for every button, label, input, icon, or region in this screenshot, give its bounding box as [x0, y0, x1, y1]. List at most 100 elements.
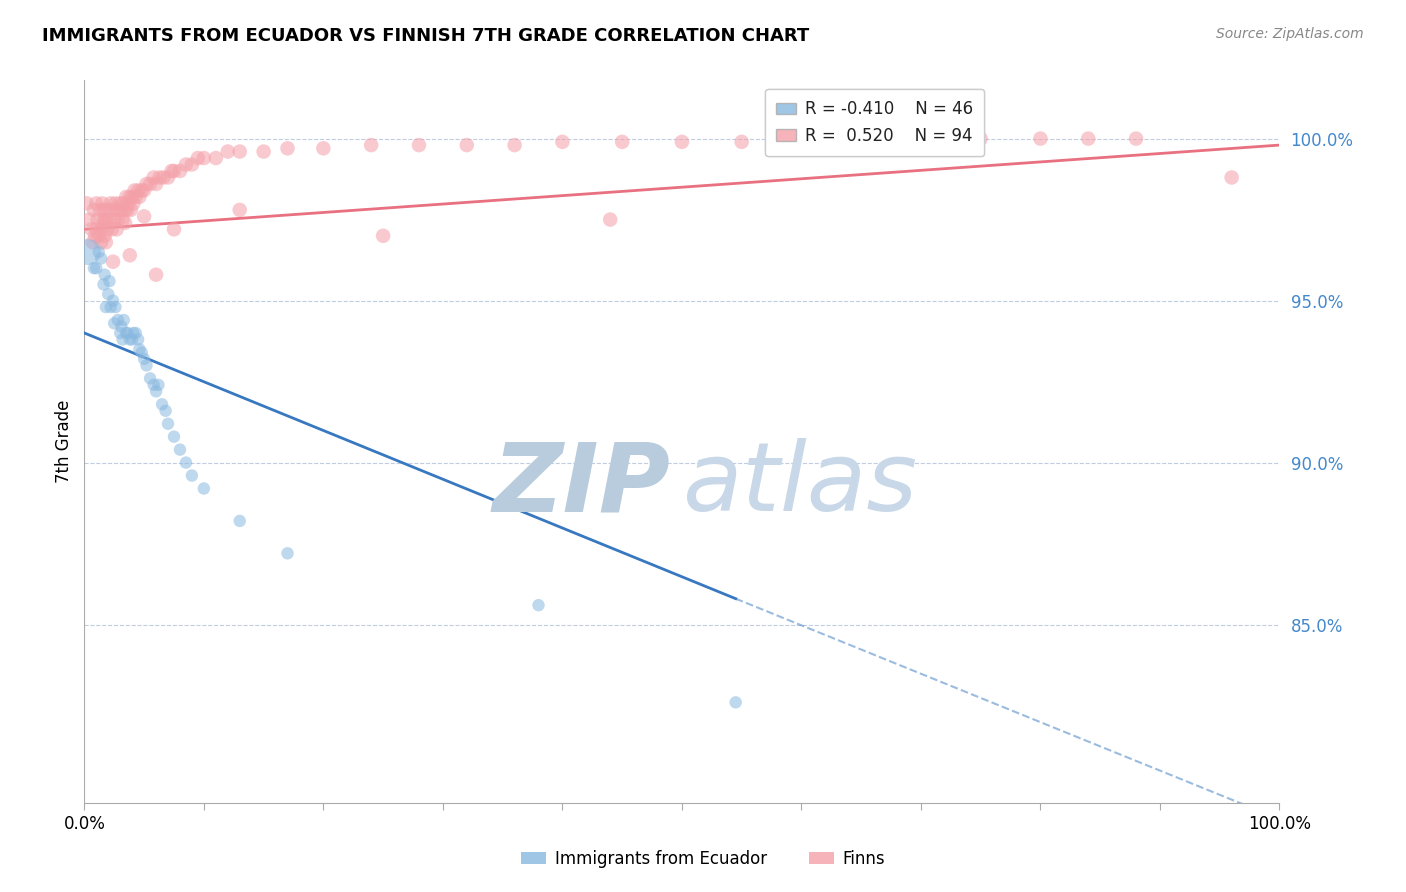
Point	[142, 377, 165, 392]
Point	[100, 300, 122, 314]
Text: atlas: atlas	[682, 438, 917, 532]
Point	[83, 202, 105, 217]
Point	[98, 212, 121, 227]
Point	[103, 316, 125, 330]
Point	[110, 196, 132, 211]
Point	[131, 183, 153, 197]
Point	[93, 228, 115, 243]
Point	[97, 202, 120, 217]
Point	[139, 371, 162, 385]
Point	[101, 202, 124, 217]
Point	[93, 277, 115, 292]
Point	[90, 222, 112, 236]
Point	[150, 397, 173, 411]
Point	[77, 245, 100, 260]
Point	[851, 135, 873, 149]
Point	[527, 598, 550, 612]
Point	[98, 274, 121, 288]
Point	[96, 222, 118, 236]
Point	[1029, 131, 1052, 145]
Point	[163, 164, 186, 178]
Point	[87, 228, 110, 243]
Point	[112, 196, 135, 211]
Point	[124, 183, 146, 197]
Point	[77, 212, 100, 227]
Point	[277, 546, 299, 560]
Point	[122, 196, 145, 211]
Point	[100, 196, 122, 211]
Point	[76, 196, 98, 211]
Point	[94, 235, 117, 250]
Point	[117, 202, 139, 217]
Point	[169, 442, 191, 457]
Point	[131, 345, 153, 359]
Point	[121, 333, 143, 347]
Point	[1077, 131, 1099, 145]
Point	[152, 170, 174, 185]
Point	[118, 190, 141, 204]
Point	[118, 248, 141, 262]
Point	[456, 138, 478, 153]
Y-axis label: 7th Grade: 7th Grade	[55, 400, 73, 483]
Point	[277, 141, 299, 155]
Point	[94, 300, 117, 314]
Point	[111, 333, 134, 347]
Point	[101, 222, 124, 236]
Point	[373, 228, 395, 243]
Point	[110, 326, 132, 340]
Point	[910, 131, 932, 145]
Point	[104, 300, 127, 314]
Point	[174, 157, 197, 171]
Point	[139, 177, 162, 191]
Point	[93, 268, 115, 282]
Point	[599, 212, 621, 227]
Point	[148, 377, 170, 392]
Point	[105, 222, 128, 236]
Point	[142, 170, 165, 185]
Text: ZIP: ZIP	[492, 438, 671, 532]
Point	[174, 456, 197, 470]
Point	[671, 135, 693, 149]
Point	[104, 196, 127, 211]
Point	[145, 384, 167, 399]
Point	[217, 145, 239, 159]
Point	[132, 351, 156, 366]
Point	[107, 313, 129, 327]
Point	[101, 293, 124, 308]
Legend: Immigrants from Ecuador, Finns: Immigrants from Ecuador, Finns	[515, 844, 891, 875]
Point	[145, 268, 167, 282]
Point	[125, 326, 148, 340]
Point	[360, 138, 382, 153]
Point	[117, 326, 139, 340]
Point	[408, 138, 430, 153]
Point	[107, 202, 129, 217]
Point	[163, 430, 186, 444]
Point	[132, 183, 156, 197]
Point	[122, 326, 145, 340]
Point	[127, 333, 149, 347]
Point	[114, 202, 136, 217]
Point	[193, 482, 215, 496]
Point	[93, 212, 115, 227]
Point	[312, 141, 335, 155]
Legend: R = -0.410    N = 46, R =  0.520    N = 94: R = -0.410 N = 46, R = 0.520 N = 94	[765, 88, 984, 156]
Text: Source: ZipAtlas.com: Source: ZipAtlas.com	[1216, 27, 1364, 41]
Point	[157, 170, 180, 185]
Point	[110, 319, 132, 334]
Point	[91, 196, 114, 211]
Point	[114, 216, 136, 230]
Point	[181, 157, 204, 171]
Point	[127, 183, 149, 197]
Point	[86, 196, 108, 211]
Point	[115, 326, 138, 340]
Point	[82, 235, 104, 250]
Point	[731, 135, 754, 149]
Point	[86, 261, 108, 276]
Point	[94, 212, 117, 227]
Point	[93, 216, 115, 230]
Point	[111, 212, 134, 227]
Point	[970, 131, 993, 145]
Text: IMMIGRANTS FROM ECUADOR VS FINNISH 7TH GRADE CORRELATION CHART: IMMIGRANTS FROM ECUADOR VS FINNISH 7TH G…	[42, 27, 810, 45]
Point	[87, 245, 110, 260]
Point	[107, 212, 129, 227]
